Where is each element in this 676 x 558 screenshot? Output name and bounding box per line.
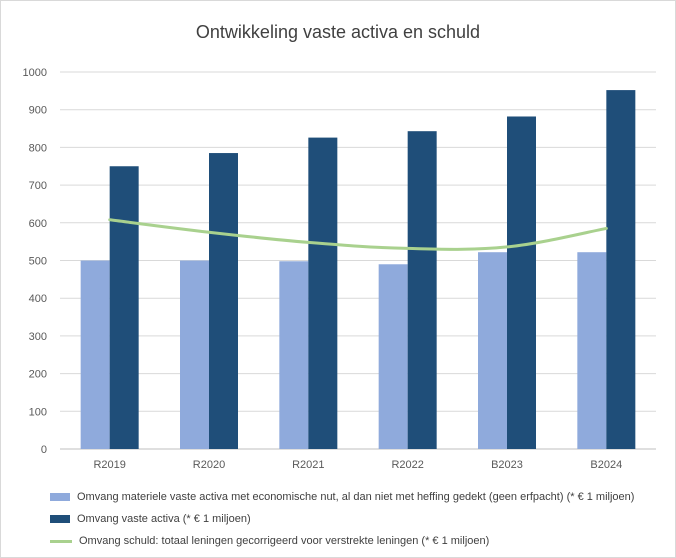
legend-label-schuld: Omvang schuld: totaal leningen gecorrige… bbox=[79, 535, 490, 547]
legend-swatch-schuld bbox=[50, 539, 72, 543]
bar-vaste-activa bbox=[209, 153, 238, 449]
y-tick-label: 100 bbox=[29, 406, 47, 418]
legend-item-vaste-activa: Omvang vaste activa (* € 1 miljoen) bbox=[50, 508, 670, 530]
bar-materiele-activa bbox=[80, 260, 110, 449]
y-tick-labels: 0 100 200 300 400 500 600 700 800 900 1000 bbox=[23, 67, 47, 456]
bar-materiele-activa bbox=[478, 252, 507, 449]
y-tick-label: 600 bbox=[29, 218, 47, 230]
legend: Omvang materiele vaste activa met econom… bbox=[50, 486, 670, 552]
y-tick-label: 400 bbox=[29, 293, 47, 305]
bar-materiele-activa bbox=[577, 252, 607, 449]
bar-vaste-activa bbox=[308, 137, 338, 449]
legend-item-materiele-activa: Omvang materiele vaste activa met econom… bbox=[50, 486, 670, 508]
chart-title: Ontwikkeling vaste activa en schuld bbox=[195, 22, 481, 42]
bar-vaste-activa bbox=[507, 116, 536, 450]
bar-vaste-activa bbox=[407, 131, 437, 449]
bar-materiele-activa bbox=[279, 261, 309, 449]
legend-item-schuld: Omvang schuld: totaal leningen gecorrige… bbox=[50, 530, 670, 552]
legend-label-materiele-activa: Omvang materiele vaste activa met econom… bbox=[77, 491, 635, 503]
x-tick-label: R2022 bbox=[391, 459, 423, 471]
x-tick-label: B2023 bbox=[491, 459, 523, 471]
y-tick-label: 300 bbox=[29, 331, 47, 343]
bar-materiele-activa bbox=[180, 260, 209, 449]
y-tick-label: 200 bbox=[29, 369, 47, 381]
bar-vaste-activa bbox=[606, 90, 636, 449]
bars bbox=[80, 90, 636, 450]
legend-swatch-materiele-activa bbox=[50, 493, 70, 501]
y-tick-label: 800 bbox=[29, 142, 47, 154]
x-tick-label: R2019 bbox=[93, 459, 125, 471]
y-tick-label: 500 bbox=[29, 256, 47, 268]
y-tick-label: 0 bbox=[41, 444, 47, 456]
y-tick-label: 900 bbox=[29, 105, 47, 117]
bar-vaste-activa bbox=[109, 166, 139, 449]
y-tick-label: 700 bbox=[29, 180, 47, 192]
line-schuld bbox=[108, 218, 608, 251]
gridlines bbox=[60, 71, 656, 450]
x-tick-label: B2024 bbox=[590, 459, 622, 471]
x-tick-label: R2020 bbox=[193, 459, 225, 471]
legend-swatch-vaste-activa bbox=[50, 515, 70, 523]
legend-label-vaste-activa: Omvang vaste activa (* € 1 miljoen) bbox=[77, 513, 251, 525]
bar-materiele-activa bbox=[378, 264, 408, 449]
x-tick-labels: R2019 R2020 R2021 R2022 B2023 B2024 bbox=[93, 459, 622, 471]
x-tick-label: R2021 bbox=[292, 459, 324, 471]
line-series bbox=[108, 218, 608, 251]
y-tick-label: 1000 bbox=[23, 67, 47, 79]
